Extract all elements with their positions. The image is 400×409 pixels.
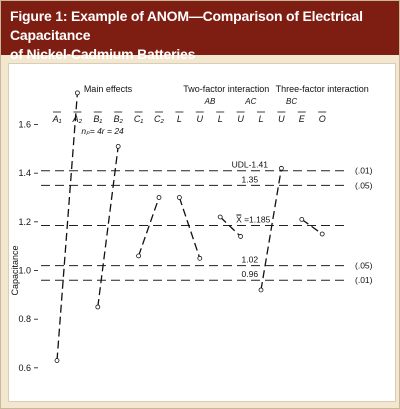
data-point-0-0: [54, 358, 60, 363]
data-point-2-1: [156, 195, 162, 200]
data-point-0-1: [75, 90, 80, 96]
series-line-6: [301, 218, 323, 235]
category-label-3: B₂: [113, 114, 123, 124]
reference-label-3: 1.02: [242, 255, 259, 265]
reference-confidence-3: (.05): [355, 261, 373, 271]
category-label-5: C₂: [154, 114, 164, 124]
sub-header-0: AB: [204, 97, 216, 106]
category-label-13: O: [319, 114, 326, 124]
anom-chart: Main effects Two-factor interaction Three-…: [10, 84, 373, 373]
y-tick-label-4: 1.4: [18, 168, 31, 178]
series-line-3: [178, 197, 201, 259]
chart-panel: Main effects Two-factor interaction Three-…: [8, 63, 396, 402]
title-bar: Figure 1: Example of ANOM—Comparison of …: [1, 1, 399, 62]
data-point-1-0: [95, 304, 101, 310]
figure-title: Figure 1: Example of ANOM—Comparison of …: [10, 8, 363, 62]
data-point-4-1: [238, 234, 244, 239]
reference-confidence-1: (.05): [355, 180, 373, 190]
category-label-7: U: [197, 114, 204, 124]
y-tick-label-3: 1.2: [18, 217, 31, 227]
y-tick-label-0: 0.6: [18, 363, 31, 373]
category-label-11: U: [278, 114, 285, 124]
y-tick-label-5: 1.6: [18, 120, 31, 130]
category-label-6: L: [177, 114, 182, 124]
series-line-1: [97, 146, 119, 308]
category-label-4: C₁: [134, 114, 143, 124]
data-point-5-0: [258, 287, 264, 293]
y-tick-label-2: 1.0: [18, 266, 31, 276]
category-label-9: U: [237, 114, 244, 124]
group-header-1: Two-factor interaction: [183, 84, 269, 94]
data-point-4-0: [217, 214, 223, 220]
category-label-10: L: [258, 114, 263, 124]
reference-label-1: 1.35: [242, 174, 259, 184]
data-point-6-0: [299, 216, 305, 222]
data-point-3-1: [197, 255, 203, 261]
series-line-0: [56, 92, 79, 361]
data-point-6-1: [319, 231, 325, 237]
group-header-0: Main effects: [84, 84, 133, 94]
data-point-5-1: [278, 165, 284, 171]
category-label-12: E: [299, 114, 306, 124]
series-line-2: [137, 197, 160, 257]
reference-label-0: UDL-1.41: [232, 160, 269, 170]
series-line-4: [219, 216, 242, 237]
sub-header-1: AC: [244, 97, 256, 106]
category-label-1: A₂: [72, 114, 83, 124]
category-label-2: B₁: [93, 114, 102, 124]
reference-confidence-4: (.01): [355, 275, 373, 285]
category-label-0: A₁: [52, 114, 62, 124]
y-tick-label-1: 0.8: [18, 314, 31, 324]
reference-label-4: 0.96: [242, 269, 259, 279]
series-line-5: [260, 168, 283, 291]
sub-header-2: BC: [286, 97, 297, 106]
reference-confidence-0: (.01): [355, 166, 373, 176]
group-header-2: Three-factor interaction: [276, 84, 369, 94]
y-axis-label: Capacitance: [10, 245, 20, 295]
sample-size-annotation: nₚ= 4r = 24: [81, 126, 124, 136]
data-point-3-0: [176, 195, 182, 200]
data-point-1-1: [115, 144, 121, 149]
data-point-2-0: [136, 253, 142, 259]
category-label-8: L: [218, 114, 223, 124]
reference-label-2: X̿ =1.185: [236, 213, 271, 224]
